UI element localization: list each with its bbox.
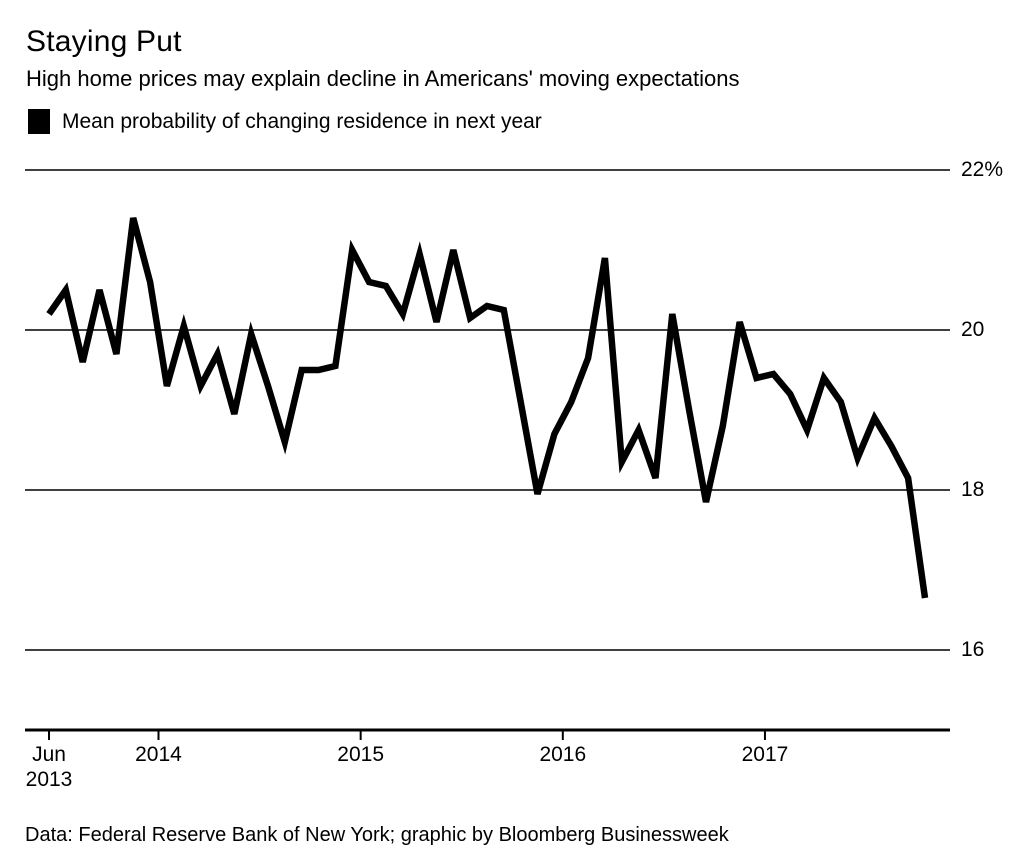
legend-swatch-icon: [28, 109, 50, 134]
y-axis-label-22: 22%: [961, 158, 1004, 181]
x-axis-label-2014: 2014: [135, 743, 182, 766]
source-credit: Data: Federal Reserve Bank of New York; …: [25, 824, 729, 846]
x-axis-label-2015: 2015: [337, 743, 384, 766]
x-axis-label-jun-2013: Jun 2013: [25, 743, 73, 791]
y-axis-label-18: 18: [961, 478, 985, 501]
x-axis-label-2016: 2016: [539, 743, 587, 766]
chart-title: Staying Put: [26, 25, 182, 58]
x-axis-label-2017: 2017: [741, 743, 789, 766]
y-axis-label-20: 20: [961, 318, 985, 341]
y-axis-label-16: 16: [961, 638, 985, 661]
legend: Mean probability of changing residence i…: [28, 109, 542, 134]
data-line: [46, 217, 929, 599]
chart-subtitle: High home prices may explain decline in …: [26, 66, 740, 91]
legend-label: Mean probability of changing residence i…: [62, 110, 542, 133]
